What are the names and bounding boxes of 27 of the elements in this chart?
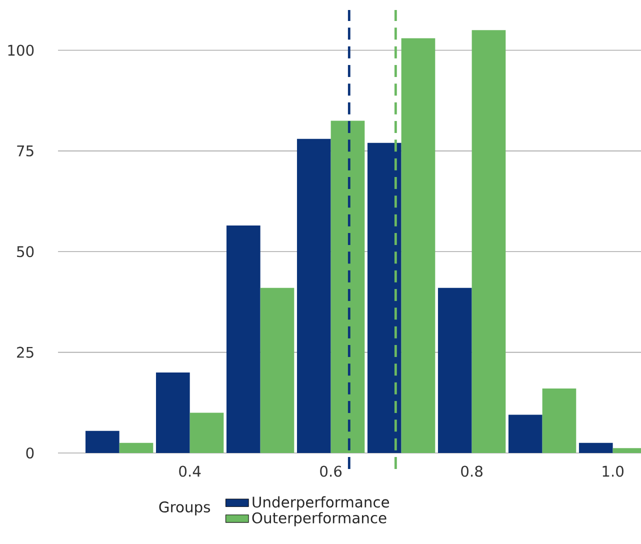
bar	[472, 30, 506, 453]
bar	[85, 430, 120, 453]
legend-label: Outerperformance	[252, 512, 386, 526]
bar	[296, 138, 331, 453]
x-tick-label: 0.4	[179, 466, 201, 477]
legend-label: Underperformance	[252, 496, 390, 510]
bar	[156, 372, 190, 453]
bar	[119, 442, 154, 453]
bar	[508, 414, 542, 453]
y-tick-label: 75	[17, 146, 34, 156]
bar	[542, 388, 576, 453]
legend-title: Groups	[159, 501, 210, 516]
bar	[367, 142, 402, 453]
y-tick-label: 100	[8, 44, 34, 56]
y-tick-label: 0	[26, 447, 34, 459]
bar	[260, 288, 294, 453]
x-tick-label: 0.8	[461, 466, 482, 477]
x-tick-label: 1.0	[602, 466, 624, 477]
y-tick-label: 25	[17, 346, 34, 358]
bar	[330, 120, 365, 453]
y-tick-label: 50	[17, 246, 34, 258]
bar	[226, 225, 260, 453]
bar	[578, 442, 613, 453]
bar	[401, 38, 436, 453]
bar	[190, 412, 224, 453]
x-tick-label: 0.6	[320, 466, 342, 477]
bar	[438, 288, 472, 453]
